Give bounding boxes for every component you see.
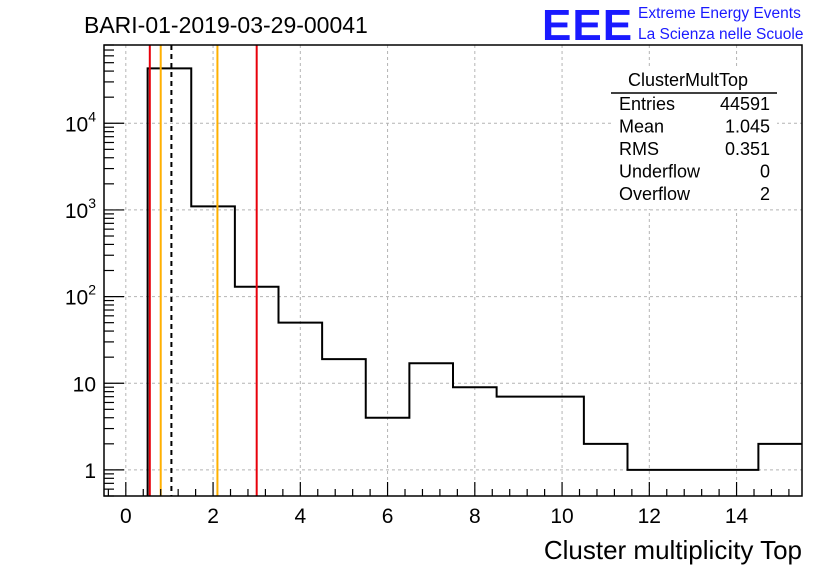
histogram-bin xyxy=(148,68,192,496)
eee-logo: EEE Extreme Energy Events La Scienza nel… xyxy=(542,1,803,50)
stats-row-label: Overflow xyxy=(619,184,691,204)
stats-row-value: 2 xyxy=(760,184,770,204)
histogram-bin xyxy=(322,359,366,496)
logo-line1: Extreme Energy Events xyxy=(638,5,801,22)
stats-row-label: RMS xyxy=(619,139,659,159)
x-tick-label: 6 xyxy=(382,505,394,528)
histogram-bin xyxy=(497,397,584,496)
x-tick-label: 2 xyxy=(207,505,219,528)
logo-line2: La Scienza nelle Scuole xyxy=(638,26,803,43)
reference-lines xyxy=(148,45,258,496)
y-tick-label: 102 xyxy=(65,282,96,310)
y-tick-label: 1 xyxy=(84,460,96,483)
histogram-bin xyxy=(758,444,802,496)
stats-rows: Entries 44591 Mean 1.045 RMS 0.351 Underflow 0 O… xyxy=(619,94,770,204)
histogram-bin xyxy=(628,470,759,496)
logo-mark: EEE xyxy=(542,1,633,50)
chart-title: BARI-01-2019-03-29-00041 xyxy=(84,12,368,38)
stats-row-value: 44591 xyxy=(720,94,770,114)
x-tick-label: 4 xyxy=(294,505,306,528)
y-tick-label: 10 xyxy=(73,373,96,396)
histogram-bin xyxy=(191,206,235,496)
histogram xyxy=(146,67,802,496)
y-tick-label: 103 xyxy=(65,195,96,223)
x-tick-label: 10 xyxy=(550,505,573,528)
stats-row-value: 0 xyxy=(760,162,770,182)
y-axis-ticks: 1 10 102 103 104 xyxy=(65,44,124,497)
x-axis-label: Cluster multiplicity Top xyxy=(544,535,802,565)
x-tick-label: 8 xyxy=(469,505,481,528)
stats-row-value: 0.351 xyxy=(725,139,770,159)
x-tick-label: 0 xyxy=(120,505,132,528)
histogram-bin xyxy=(584,444,628,496)
stats-row-value: 1.045 xyxy=(725,117,770,137)
histogram-bin xyxy=(453,387,497,496)
x-tick-label: 12 xyxy=(638,505,661,528)
stats-row-label: Mean xyxy=(619,117,664,137)
x-tick-label: 14 xyxy=(725,505,749,528)
histogram-outline xyxy=(146,67,802,496)
histogram-bin xyxy=(409,363,453,496)
y-tick-label: 104 xyxy=(65,108,96,136)
histogram-bin xyxy=(279,323,323,496)
stats-box: ClusterMultTop Entries 44591 Mean 1.045 RMS 0… xyxy=(611,69,777,209)
stats-row-label: Entries xyxy=(619,94,675,114)
stats-box-name: ClusterMultTop xyxy=(628,70,748,90)
x-axis-ticks: 0 2 4 6 8 10 12 14 xyxy=(107,482,790,528)
stats-row-label: Underflow xyxy=(619,162,701,182)
